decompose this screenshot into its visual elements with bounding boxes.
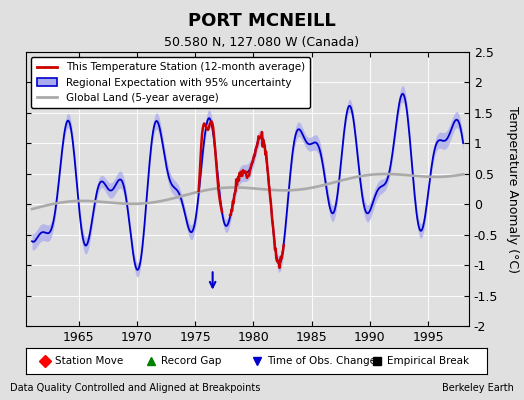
Text: Berkeley Earth: Berkeley Earth: [442, 383, 514, 393]
Text: Station Move: Station Move: [55, 356, 123, 366]
Text: 50.580 N, 127.080 W (Canada): 50.580 N, 127.080 W (Canada): [165, 36, 359, 49]
Text: Data Quality Controlled and Aligned at Breakpoints: Data Quality Controlled and Aligned at B…: [10, 383, 261, 393]
Y-axis label: Temperature Anomaly (°C): Temperature Anomaly (°C): [506, 106, 519, 272]
Text: PORT MCNEILL: PORT MCNEILL: [188, 12, 336, 30]
Text: Record Gap: Record Gap: [161, 356, 221, 366]
Text: Empirical Break: Empirical Break: [387, 356, 469, 366]
Text: Time of Obs. Change: Time of Obs. Change: [267, 356, 376, 366]
Legend: This Temperature Station (12-month average), Regional Expectation with 95% uncer: This Temperature Station (12-month avera…: [31, 57, 310, 108]
